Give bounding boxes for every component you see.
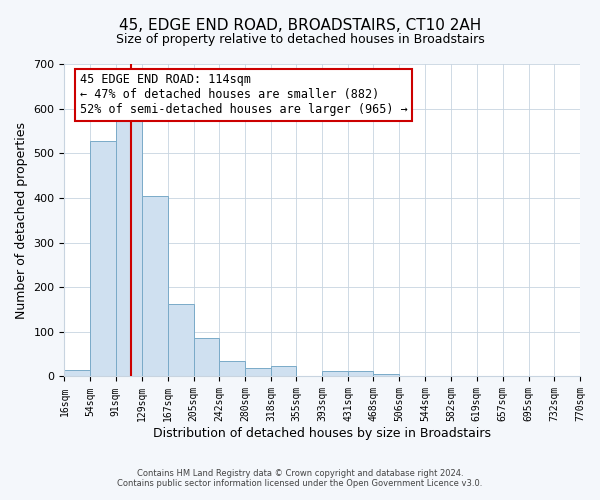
Text: Contains HM Land Registry data © Crown copyright and database right 2024.: Contains HM Land Registry data © Crown c…: [137, 468, 463, 477]
Text: 45, EDGE END ROAD, BROADSTAIRS, CT10 2AH: 45, EDGE END ROAD, BROADSTAIRS, CT10 2AH: [119, 18, 481, 32]
Bar: [116, 118, 142, 376]
Bar: [271, 366, 296, 376]
Y-axis label: Number of detached properties: Number of detached properties: [15, 122, 28, 318]
Bar: [91, 141, 116, 376]
Bar: [142, 196, 167, 376]
Text: Size of property relative to detached houses in Broadstairs: Size of property relative to detached ho…: [116, 32, 484, 46]
Bar: [64, 370, 91, 376]
Bar: [194, 338, 219, 376]
Text: 45 EDGE END ROAD: 114sqm
← 47% of detached houses are smaller (882)
52% of semi-: 45 EDGE END ROAD: 114sqm ← 47% of detach…: [80, 74, 407, 116]
X-axis label: Distribution of detached houses by size in Broadstairs: Distribution of detached houses by size …: [153, 427, 491, 440]
Bar: [373, 374, 400, 376]
Text: Contains public sector information licensed under the Open Government Licence v3: Contains public sector information licen…: [118, 478, 482, 488]
Bar: [348, 371, 373, 376]
Bar: [322, 371, 348, 376]
Bar: [167, 304, 194, 376]
Bar: [245, 368, 271, 376]
Bar: [219, 361, 245, 376]
